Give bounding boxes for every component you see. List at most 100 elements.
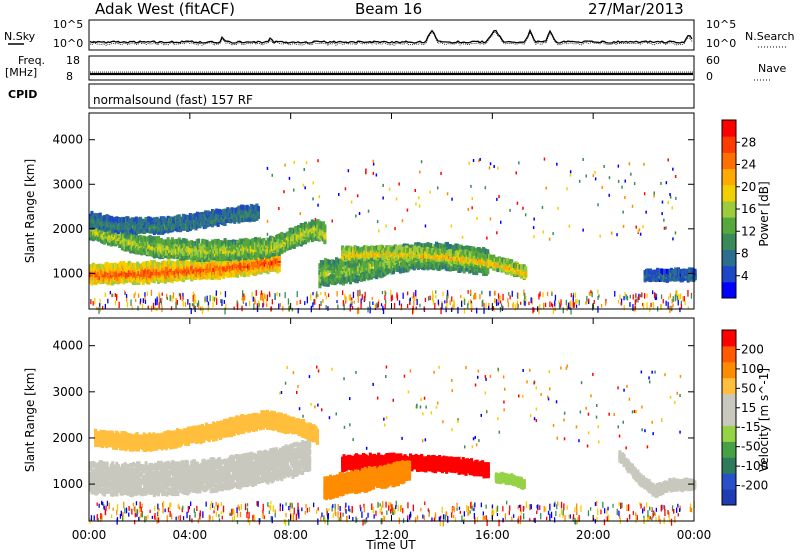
noise-speck [642,303,644,307]
scatter-cell [90,280,94,286]
noise-speck [554,300,556,307]
noise-speck [585,301,587,305]
noise-speck [388,187,391,191]
scatter-cell [277,261,281,267]
noise-speck [176,300,178,305]
noise-speck [679,307,681,313]
noise-speck [660,304,663,310]
noise-speck [241,305,243,312]
noise-speck [591,291,593,298]
noise-speck [545,186,547,190]
noise-speck [198,303,200,309]
noise-speck [517,303,519,308]
noise-speck [179,293,182,300]
noise-speck [622,210,624,214]
noise-speck [144,296,146,301]
noise-speck [412,307,415,313]
noise-speck [343,303,345,311]
noise-speck [472,159,475,162]
noise-speck [451,197,453,201]
noise-speck [451,296,453,302]
noise-speck [542,292,544,298]
noise-speck [638,228,641,232]
scatter-cell [223,238,227,244]
noise-speck [499,300,502,304]
noise-speck [524,301,526,306]
noise-speck [154,306,156,311]
noise-speck [263,292,265,299]
program-label: normalsound (fast) 157 RF [93,93,253,107]
noise-speck [662,299,664,304]
noise-speck [679,293,682,300]
noise-speck [306,296,308,304]
noise-speck [220,291,222,295]
noise-speck [585,174,587,178]
noise-speck [324,291,326,296]
noise-speck [158,294,161,301]
noise-speck [99,303,101,308]
noise-speck [322,299,324,303]
noise-panel: 10^5 10^0 10^5 10^0 N.Sky N.Search [4,18,795,51]
noise-speck [578,299,580,306]
noise-speck [680,300,682,305]
noise-speck [570,307,572,315]
noise-speck [635,298,637,303]
noise-speck [494,291,496,296]
scatter-cell [119,261,123,267]
noise-speck [471,206,473,210]
cpid-panel: CPID normalsound (fast) 157 RF [8,83,695,109]
freq-tick-hi: 18 [66,54,80,67]
noise-speck [98,307,100,314]
noise-speck [126,302,129,308]
noise-speck [139,301,141,305]
scatter-cell [267,238,271,244]
noise-speck [444,300,446,304]
noise-speck [632,294,634,300]
noise-speck [570,300,572,308]
noise-speck [293,160,295,164]
nsearch-tick-lo: 10^0 [706,37,736,50]
noise-speck [212,295,214,302]
noise-speck [360,302,362,309]
noise-speck [175,297,177,303]
noise-speck [440,171,442,175]
noise-speck [316,291,318,298]
noise-speck [357,295,359,303]
noise-speck [190,308,192,314]
scatter-cell [321,221,325,227]
scatter-cell [353,262,357,268]
noise-speck [350,200,353,204]
noise-speck [631,204,634,208]
noise-speck [424,224,427,228]
noise-speck [622,224,625,228]
noise-speck [359,289,361,296]
noise-speck [279,293,281,297]
noise-speck [371,297,373,301]
noise-speck [515,171,517,175]
noise-speck [437,186,439,190]
noise-speck [626,295,629,301]
noise-speck [248,300,251,306]
noise-speck [617,179,620,183]
noise-speck [620,302,622,306]
noise-speck [116,294,118,301]
noise-speck [192,291,195,296]
noise-speck [593,300,595,304]
noise-speck [314,299,316,305]
noise-speck [639,232,642,236]
noise-speck [468,161,470,165]
noise-speck [215,293,217,300]
noise-speck [496,299,498,307]
noise-speck [497,302,499,306]
noise-speck [470,299,472,304]
noise-speck [287,298,290,305]
noise-speck [467,303,469,309]
noise-speck [407,303,409,308]
noise-speck [242,297,244,303]
noise-speck [630,172,632,176]
noise-speck [629,294,631,299]
scatter-cell [147,261,151,267]
noise-speck [372,301,374,305]
scatter-cell [313,232,317,238]
